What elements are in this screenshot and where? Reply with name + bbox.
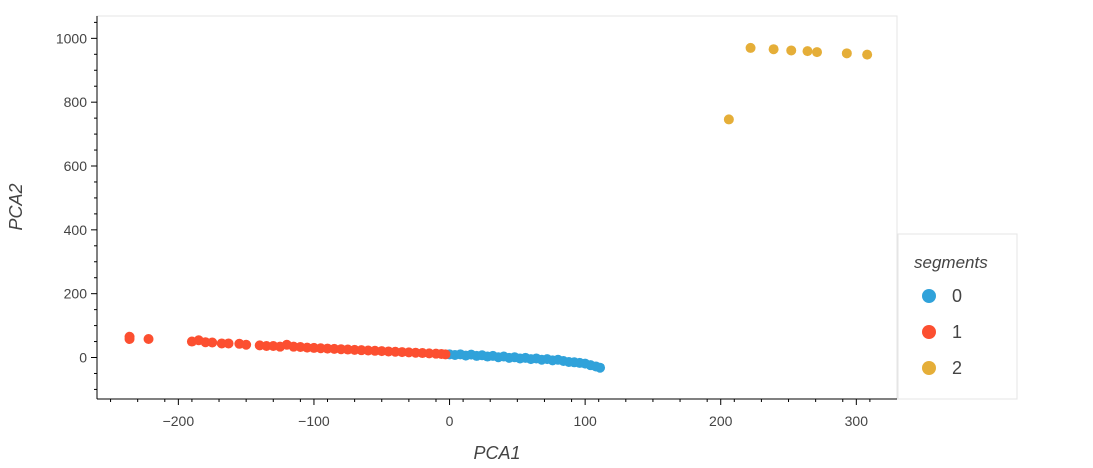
x-tick-label: −100 bbox=[298, 413, 330, 429]
data-point bbox=[841, 48, 852, 59]
series-1 bbox=[124, 331, 451, 360]
x-tick-label: 200 bbox=[709, 413, 733, 429]
legend-label-2: 2 bbox=[952, 358, 962, 378]
legend-marker-0 bbox=[922, 289, 936, 303]
y-tick-label: 0 bbox=[79, 350, 87, 366]
x-tick-label: 100 bbox=[573, 413, 597, 429]
y-tick-label: 1000 bbox=[56, 30, 87, 46]
legend-label-1: 1 bbox=[952, 322, 962, 342]
data-point bbox=[786, 45, 797, 56]
data-point bbox=[595, 362, 606, 373]
axes-layer: 0 200 400 600 800 1000 −200 −100 0 100 200 300 bbox=[56, 16, 897, 429]
data-point bbox=[768, 44, 779, 55]
data-point bbox=[440, 349, 451, 360]
y-tick-label: 200 bbox=[64, 286, 88, 302]
data-point bbox=[802, 46, 813, 57]
points-layer bbox=[124, 42, 873, 373]
x-tick-label: −200 bbox=[163, 413, 195, 429]
plot-area bbox=[96, 15, 898, 400]
data-point bbox=[241, 339, 252, 350]
y-tick-label: 600 bbox=[64, 158, 88, 174]
legend: segments 0 1 2 bbox=[897, 233, 1018, 400]
legend-box bbox=[897, 233, 1018, 400]
data-point bbox=[723, 114, 734, 125]
series-2 bbox=[723, 42, 873, 125]
y-axis-title: PCA2 bbox=[6, 183, 26, 230]
x-tick-label: 300 bbox=[845, 413, 869, 429]
y-tick-label: 800 bbox=[64, 94, 88, 110]
legend-label-0: 0 bbox=[952, 286, 962, 306]
data-point bbox=[124, 333, 135, 344]
data-point bbox=[207, 337, 218, 348]
series-0 bbox=[444, 349, 606, 373]
data-point bbox=[812, 47, 822, 58]
data-point bbox=[862, 49, 873, 60]
data-point bbox=[143, 333, 154, 344]
y-tick-label: 400 bbox=[64, 222, 88, 238]
x-axis-title: PCA1 bbox=[473, 443, 520, 463]
legend-marker-2 bbox=[922, 361, 936, 375]
legend-marker-1 bbox=[922, 325, 936, 339]
data-point bbox=[223, 338, 234, 349]
legend-title: segments bbox=[914, 253, 988, 272]
data-point bbox=[745, 42, 756, 53]
x-tick-label: 0 bbox=[446, 413, 454, 429]
legend-items: 0 1 2 bbox=[922, 286, 962, 378]
